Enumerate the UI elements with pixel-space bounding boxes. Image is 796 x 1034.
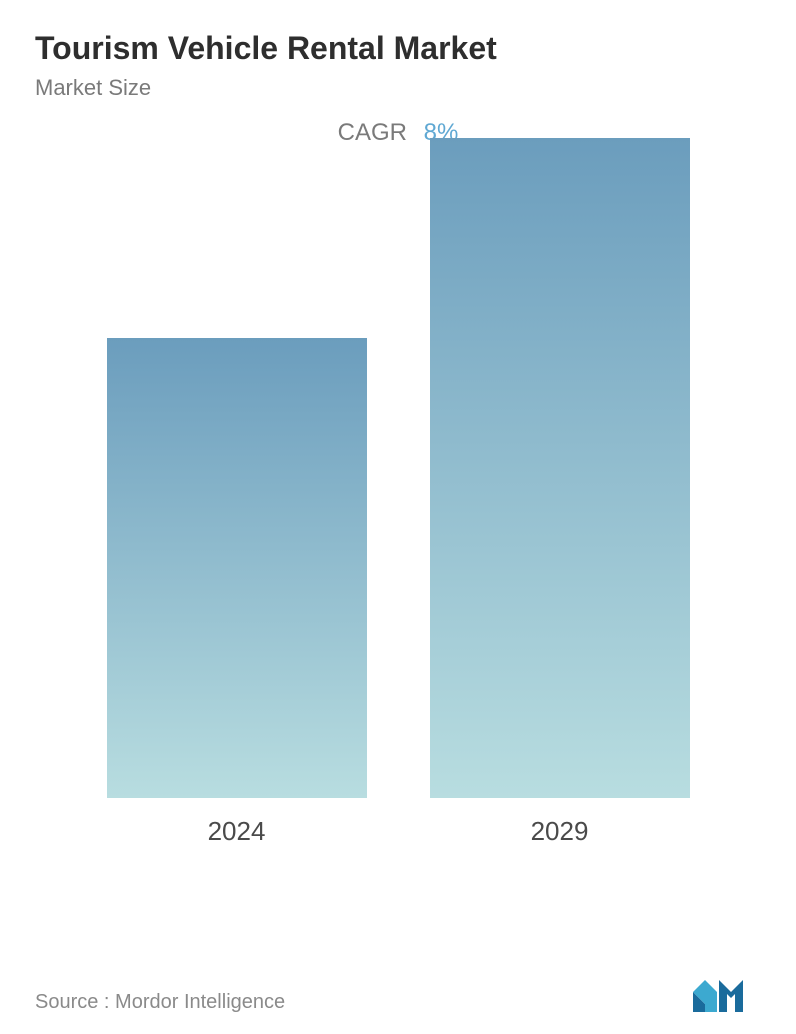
footer: Source : Mordor Intelligence [35,974,761,1014]
bar-wrapper-2029: 2029 [430,138,690,847]
chart-area: 2024 2029 [35,167,761,887]
chart-container: Tourism Vehicle Rental Market Market Siz… [0,0,796,1034]
chart-subtitle: Market Size [35,75,761,101]
logo-icon [691,974,761,1014]
source-text: Source : Mordor Intelligence [35,991,285,1014]
bar-label-2024: 2024 [208,816,266,847]
chart-title: Tourism Vehicle Rental Market [35,30,761,67]
bars-row: 2024 2029 [35,167,761,847]
bar-label-2029: 2029 [531,816,589,847]
bar-2029 [430,138,690,798]
bar-wrapper-2024: 2024 [107,338,367,847]
bar-2024 [107,338,367,798]
cagr-label: CAGR [338,119,407,146]
